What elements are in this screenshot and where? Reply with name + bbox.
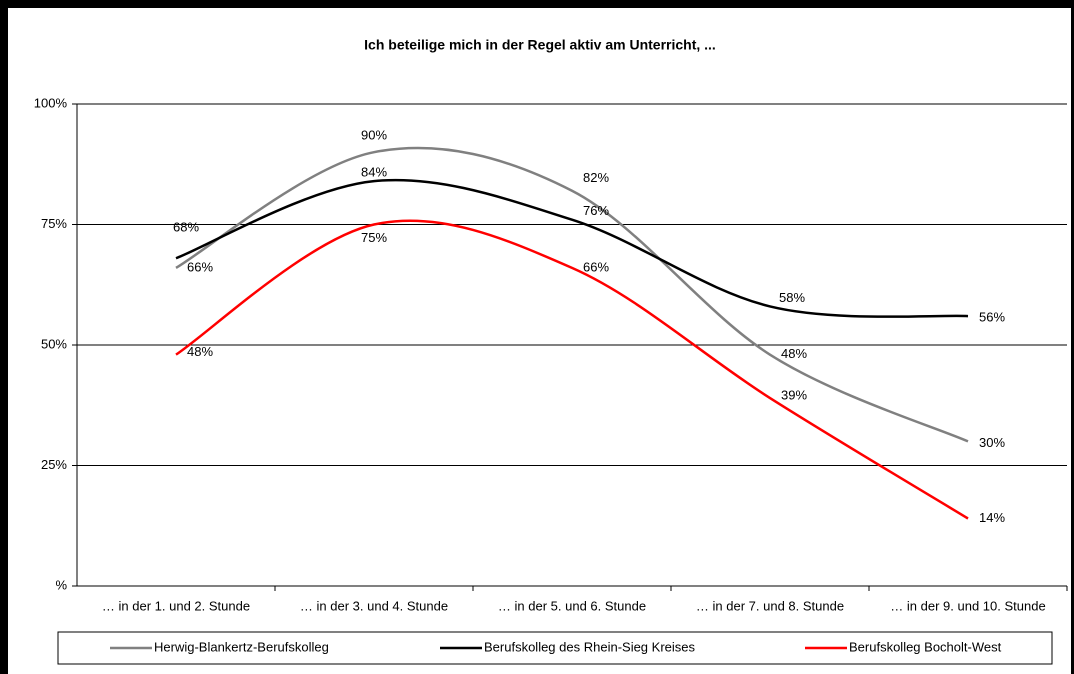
data-label: 14%: [979, 510, 1005, 525]
data-label: 75%: [361, 230, 387, 245]
data-label: 68%: [173, 220, 199, 235]
data-label: 76%: [583, 203, 609, 218]
y-tick-label: 50%: [41, 336, 67, 351]
x-tick-label: … in der 7. und 8. Stunde: [696, 598, 844, 613]
series-line: [175, 178, 969, 318]
x-tick-label: … in der 1. und 2. Stunde: [102, 598, 250, 613]
x-tick-label: … in der 5. und 6. Stunde: [498, 598, 646, 613]
legend-box: [57, 631, 1053, 665]
data-label: 56%: [979, 310, 1005, 325]
y-tick-label: %: [55, 577, 67, 592]
data-label: 82%: [583, 170, 609, 185]
data-label: 58%: [779, 290, 805, 305]
chart-title: Ich beteilige mich in der Regel aktiv am…: [364, 37, 716, 53]
data-label: 66%: [187, 259, 213, 274]
data-label: 48%: [781, 346, 807, 361]
y-tick-label: 100%: [34, 95, 68, 110]
data-label: 84%: [361, 165, 387, 180]
legend-label: Berufskolleg des Rhein-Sieg Kreises: [484, 639, 695, 654]
frame-top: [0, 0, 1074, 8]
legend-label: Berufskolleg Bocholt-West: [849, 639, 1002, 654]
series-line: [175, 219, 969, 520]
data-label: 30%: [979, 435, 1005, 450]
x-tick-label: … in der 9. und 10. Stunde: [890, 598, 1045, 613]
y-tick-label: 75%: [41, 216, 67, 231]
y-tick-label: 25%: [41, 457, 67, 472]
data-label: 66%: [583, 259, 609, 274]
frame-right: [1071, 0, 1074, 674]
data-label: 39%: [781, 387, 807, 402]
data-label: 48%: [187, 344, 213, 359]
x-tick-label: … in der 3. und 4. Stunde: [300, 598, 448, 613]
legend-label: Herwig-Blankertz-Berufskolleg: [154, 639, 329, 654]
frame-left: [0, 0, 8, 674]
series-line: [175, 146, 969, 443]
data-label: 90%: [361, 128, 387, 143]
